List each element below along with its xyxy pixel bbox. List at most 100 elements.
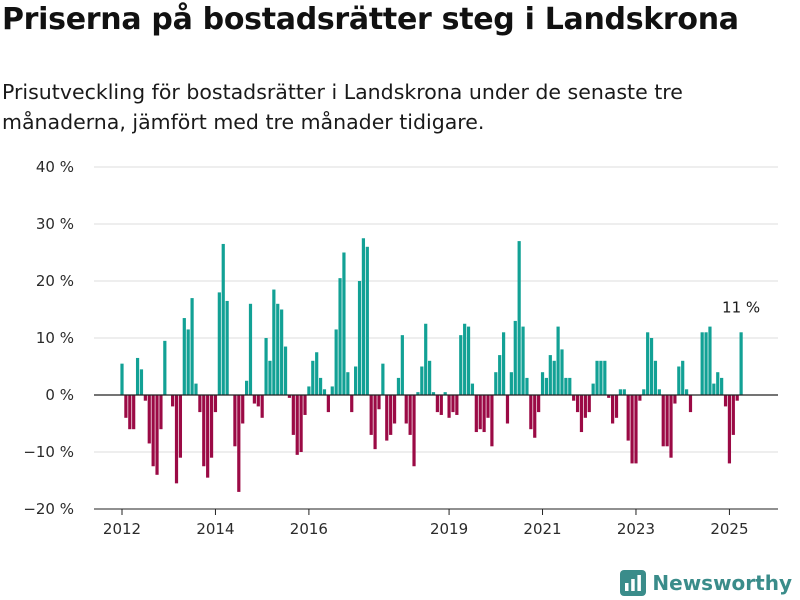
bar-2017-01 [354,366,358,395]
bar-2017-09 [385,395,389,441]
x-tick-label: 2021 [523,520,561,538]
bar-2024-10 [716,372,720,395]
bar-2021-01 [540,372,545,395]
bar-2012-02 [124,395,128,418]
bar-2016-07 [330,386,334,395]
bar-2020-12 [537,395,541,413]
bar-2012-08 [147,395,151,444]
bar-2020-03 [501,332,506,395]
bar-2023-12 [677,366,681,395]
y-tick-label: 10 % [36,329,74,347]
page-title: Priserna på bostadsrätter steg i Landskr… [2,2,739,37]
bar-2024-07 [704,332,708,395]
y-tick-label: 20 % [36,272,74,290]
bar-2024-02 [684,389,689,395]
x-tick-label: 2025 [710,520,748,538]
bar-2014-12 [256,395,260,407]
bar-2017-05 [369,395,373,435]
bar-2015-02 [264,338,268,395]
bar-2015-04 [272,289,276,395]
bar-2024-06 [700,332,704,395]
y-tick-label: 40 % [36,158,74,176]
bar-2017-03 [361,238,366,395]
bar-2012-12 [163,340,167,395]
bar-2023-07 [657,389,661,395]
bar-2018-05 [416,392,420,395]
bar-2020-10 [529,395,533,430]
bar-2019-05 [463,323,467,395]
bar-2013-06 [186,329,190,395]
bar-2015-12 [303,395,307,415]
bar-2021-10 [575,395,580,413]
bar-2023-02 [638,395,642,401]
bar-2024-08 [708,326,712,395]
bar-2018-09 [431,392,436,395]
bar-2017-11 [392,395,397,424]
bar-2022-02 [591,383,595,395]
bar-2014-10 [248,303,253,395]
bar-2019-07 [470,383,475,395]
bar-2025-01 [727,395,732,464]
newsworthy-logo[interactable]: Newsworthy [620,570,792,596]
bar-2015-01 [260,395,264,418]
bar-2019-02 [451,395,455,413]
bar-2024-09 [712,383,716,395]
bar-2013-03 [174,395,179,484]
bar-2019-11 [486,395,490,418]
x-tick-label: 2014 [196,520,234,538]
bar-2013-09 [198,395,202,413]
bar-2016-03 [315,352,319,395]
bar-2016-01 [307,386,311,395]
bar-2022-10 [622,389,626,395]
x-axis [94,394,778,515]
bar-2025-03 [735,395,739,401]
bar-2021-04 [552,360,556,395]
bar-2018-06 [420,366,424,395]
bar-2023-01 [634,395,638,464]
bar-2014-01 [213,395,218,413]
bar-2015-06 [280,309,284,395]
bar-2019-10 [482,395,486,433]
bar-2013-04 [178,395,183,458]
logo-text: Newsworthy [652,571,792,595]
page-subtitle: Prisutveckling för bostadsrätter i Lands… [2,80,683,134]
bar-2022-11 [626,395,630,441]
bar-2022-08 [614,395,619,418]
bar-2012-09 [151,395,155,467]
bar-2019-04 [459,335,463,395]
bar-2016-02 [311,360,315,395]
value-annotation: 11 % [722,298,760,316]
bar-2022-07 [611,395,615,424]
bar-2012-04 [132,395,136,430]
bar-2016-11 [346,372,350,395]
bar-2016-08 [334,329,338,395]
bar-2018-04 [412,395,416,467]
x-axis-tick-labels: 2012 2014 2016 2019 2021 2023 2025 [103,520,749,538]
bar-2022-05 [603,360,607,395]
bar-2023-06 [653,360,658,395]
bar-2022-01 [587,395,591,413]
bar-2025-02 [731,395,735,435]
bar-2023-05 [649,338,654,395]
y-tick-label: 30 % [36,215,74,233]
bar-2014-04 [225,300,229,395]
bar-2016-05 [322,389,327,395]
y-tick-label: 0 % [45,386,74,404]
bar-2012-06 [139,369,144,395]
bar-2021-12 [583,395,587,418]
bar-2015-03 [268,360,272,395]
bar-2022-04 [599,360,603,395]
bar-2014-07 [237,395,241,492]
bar-2018-11 [439,395,443,415]
bar-2018-08 [428,360,432,395]
bar-chart-logo-icon [620,570,647,596]
bar-2012-07 [143,395,147,401]
bar-2021-09 [572,395,576,401]
bar-2023-03 [642,389,646,395]
bar-2020-09 [525,377,529,395]
x-tick-label: 2012 [103,520,141,538]
bar-2021-11 [579,395,584,433]
bar-2023-09 [665,395,669,447]
bar-2023-04 [646,332,650,395]
bar-2024-12 [723,395,728,407]
